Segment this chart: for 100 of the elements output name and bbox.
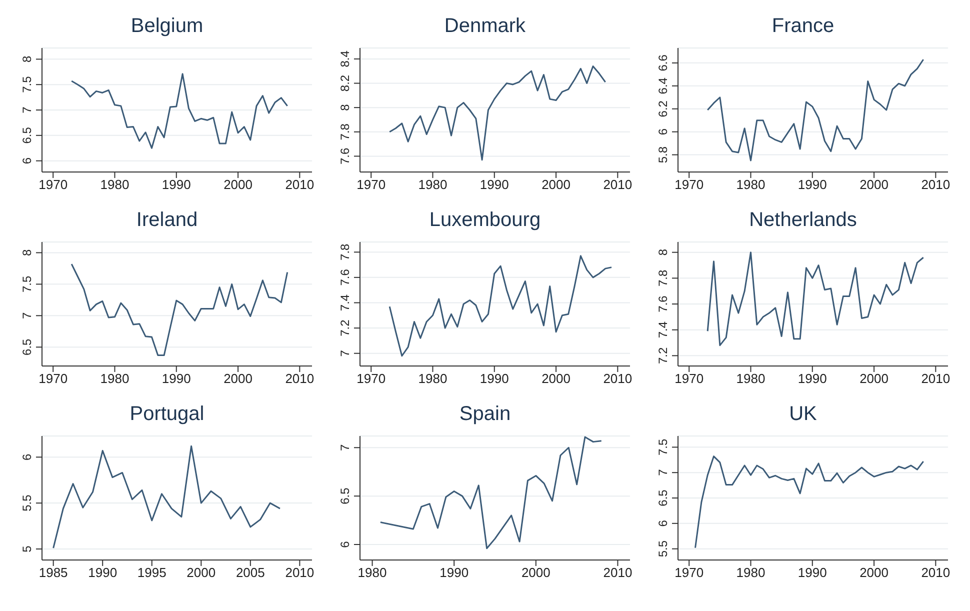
x-tick-label: 1970 xyxy=(38,371,68,386)
y-tick-label: 7.2 xyxy=(338,319,352,336)
x-tick-label: 1990 xyxy=(162,177,191,192)
x-tick-label: 1990 xyxy=(480,371,509,386)
y-tick-label: 7 xyxy=(338,444,352,451)
y-tick-label: 5.5 xyxy=(656,540,670,558)
y-tick-label: 6.5 xyxy=(20,338,34,356)
chart-title: Portugal xyxy=(128,402,206,427)
x-tick-label: 1990 xyxy=(480,177,509,192)
x-tick-label: 1980 xyxy=(736,565,766,580)
line-series xyxy=(694,456,924,549)
line-series xyxy=(380,436,602,550)
x-tick-label: 1980 xyxy=(418,177,448,192)
x-tick-label: 1980 xyxy=(100,177,130,192)
y-tick-label: 5.8 xyxy=(656,146,670,164)
y-tick-label: 6.5 xyxy=(338,487,352,504)
y-tick-label: 6.5 xyxy=(656,489,670,506)
x-tick-label: 1980 xyxy=(736,371,766,386)
x-tick-label: 1970 xyxy=(38,177,68,192)
x-tick-label: 2000 xyxy=(860,565,888,580)
x-tick-label: 2010 xyxy=(285,565,314,580)
chart-title: Belgium xyxy=(130,14,204,39)
x-tick-label: 1980 xyxy=(100,371,130,386)
x-tick-label: 1980 xyxy=(418,371,448,386)
y-tick-label: 7.5 xyxy=(656,438,670,456)
y-tick-label: 6.6 xyxy=(656,54,670,72)
x-tick-label: 2010 xyxy=(921,177,950,192)
x-tick-label: 1990 xyxy=(88,565,118,580)
x-tick-label: 1990 xyxy=(440,565,469,580)
x-tick-label: 1980 xyxy=(736,177,766,192)
x-tick-label: 1970 xyxy=(356,177,386,192)
y-tick-label: 7.5 xyxy=(20,276,34,293)
y-tick-label: 5 xyxy=(20,545,34,552)
line-series xyxy=(70,73,288,149)
x-tick-label: 1995 xyxy=(137,565,166,580)
chart-title: UK xyxy=(788,402,818,427)
x-tick-label: 2005 xyxy=(236,565,265,580)
chart-title: France xyxy=(770,14,836,39)
x-tick-label: 2000 xyxy=(860,177,888,192)
line-series xyxy=(70,263,288,356)
y-tick-label: 8 xyxy=(656,248,670,256)
y-tick-label: 6.2 xyxy=(656,100,670,118)
x-tick-label: 1970 xyxy=(674,177,704,192)
x-tick-label: 2000 xyxy=(542,177,570,192)
x-tick-label: 2010 xyxy=(921,565,950,580)
line-series xyxy=(706,58,924,162)
y-tick-label: 7 xyxy=(20,106,34,114)
y-tick-label: 7.4 xyxy=(338,294,352,312)
line-series xyxy=(52,445,281,549)
x-tick-label: 1985 xyxy=(38,565,68,580)
y-tick-label: 8.4 xyxy=(338,50,352,68)
y-tick-label: 6 xyxy=(20,453,34,460)
y-tick-label: 8 xyxy=(338,104,352,111)
y-tick-label: 6 xyxy=(338,540,352,548)
y-tick-label: 6.4 xyxy=(656,77,670,94)
y-tick-label: 7.6 xyxy=(338,148,352,165)
y-tick-label: 8 xyxy=(20,249,34,256)
y-tick-label: 6 xyxy=(656,128,670,136)
x-tick-label: 2010 xyxy=(603,565,632,580)
x-tick-label: 2010 xyxy=(603,177,632,192)
y-tick-label: 7 xyxy=(338,350,352,357)
line-series xyxy=(388,255,612,357)
chart-title: Spain xyxy=(458,402,512,427)
y-tick-label: 7 xyxy=(20,312,34,319)
x-tick-label: 2010 xyxy=(921,371,950,386)
x-tick-label: 1970 xyxy=(674,371,704,386)
y-tick-label: 7.4 xyxy=(656,321,670,338)
x-tick-label: 1990 xyxy=(798,565,827,580)
y-tick-label: 6.5 xyxy=(20,126,34,144)
x-tick-label: 2000 xyxy=(224,177,252,192)
x-tick-label: 1970 xyxy=(356,371,386,386)
x-tick-label: 2000 xyxy=(186,565,216,580)
y-tick-label: 7.8 xyxy=(338,123,352,140)
y-tick-label: 6 xyxy=(656,520,670,527)
x-tick-label: 2010 xyxy=(285,371,314,386)
y-tick-label: 7.2 xyxy=(656,347,670,364)
y-tick-label: 7 xyxy=(656,468,670,476)
y-tick-label: 5.5 xyxy=(20,494,34,512)
x-tick-label: 1990 xyxy=(798,177,827,192)
y-tick-label: 7.5 xyxy=(20,76,34,93)
x-tick-label: 2010 xyxy=(603,371,632,386)
x-tick-label: 2000 xyxy=(542,371,570,386)
chart-title: Luxembourg xyxy=(428,208,542,233)
chart-title: Denmark xyxy=(443,14,527,39)
x-tick-label: 2010 xyxy=(285,177,314,192)
x-tick-label: 1980 xyxy=(358,565,387,580)
x-tick-label: 2000 xyxy=(521,565,550,580)
x-tick-label: 2000 xyxy=(224,371,252,386)
x-tick-label: 1970 xyxy=(674,565,704,580)
y-tick-label: 7.8 xyxy=(338,243,352,260)
y-tick-label: 7.8 xyxy=(656,270,670,287)
y-tick-label: 6 xyxy=(20,157,34,164)
y-tick-label: 8 xyxy=(20,56,34,63)
x-tick-label: 1990 xyxy=(162,371,191,386)
x-tick-label: 2000 xyxy=(860,371,888,386)
chart-title: Netherlands xyxy=(748,208,858,233)
y-tick-label: 8.2 xyxy=(338,74,352,92)
y-tick-label: 7.6 xyxy=(656,295,670,312)
line-series xyxy=(388,65,606,161)
y-tick-label: 7.6 xyxy=(338,268,352,286)
